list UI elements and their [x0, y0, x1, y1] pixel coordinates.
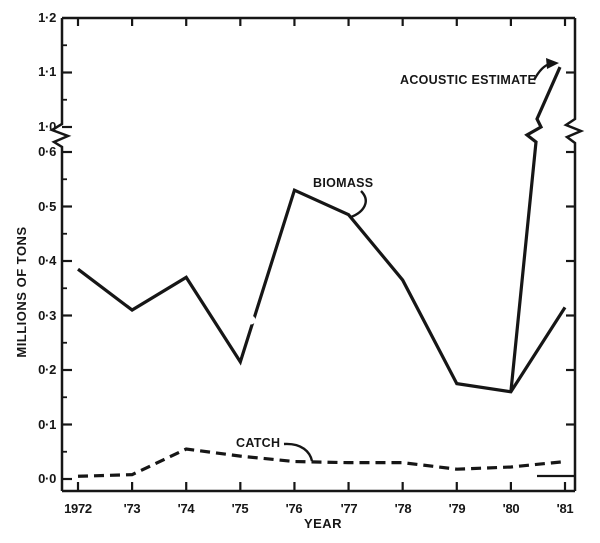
catch-line	[77, 447, 566, 478]
x-tick-label: '79	[448, 501, 466, 516]
y-tick-label: 0·2	[38, 362, 56, 377]
x-tick-label: '75	[231, 501, 249, 516]
y-tick-label: 1·1	[38, 64, 56, 79]
x-axis-title: YEAR	[303, 516, 343, 531]
biomass-label: BIOMASS	[313, 176, 374, 190]
catch-label: CATCH	[236, 436, 281, 450]
y-tick-label: 0·1	[38, 417, 56, 432]
x-tick-label: '74	[177, 501, 195, 516]
catch-arrow	[283, 442, 314, 462]
x-tick-label: '76	[285, 501, 303, 516]
x-tick-label: '81	[556, 501, 574, 516]
y-tick-label: 1·2	[38, 10, 56, 25]
x-tick-label: '77	[340, 501, 358, 516]
y-axis	[49, 18, 72, 491]
x-tick-label: '80	[502, 501, 520, 516]
x-tick-label: '78	[394, 501, 412, 516]
acoustic-line	[509, 66, 562, 392]
scan-gap	[246, 315, 256, 325]
y-tick-label: 0·3	[38, 308, 56, 323]
right-border	[563, 18, 585, 491]
y-tick-label: 0·0	[38, 471, 56, 486]
acoustic-arrowhead	[546, 58, 559, 69]
y-tick-label: 0·5	[38, 199, 56, 214]
acoustic-estimate-label: ACOUSTIC ESTIMATE	[400, 73, 537, 87]
y-tick-label: 0·6	[38, 144, 56, 159]
x-tick-label: 1972	[64, 501, 92, 516]
y-tick-label: 0·4	[38, 253, 56, 268]
biomass-line	[77, 187, 567, 394]
x-tick-label: '73	[123, 501, 141, 516]
y-tick-label: 1·0	[38, 119, 56, 134]
biomass-arrow	[350, 190, 367, 219]
